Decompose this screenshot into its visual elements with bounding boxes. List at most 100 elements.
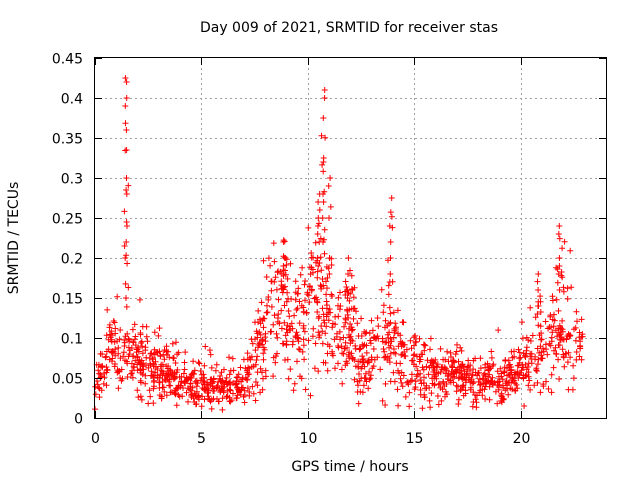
data-point <box>380 302 387 309</box>
data-point <box>420 380 427 386</box>
data-point <box>421 374 427 381</box>
data-point <box>230 367 237 374</box>
data-point <box>161 356 168 363</box>
data-point <box>131 336 138 343</box>
data-point <box>320 282 327 289</box>
data-point <box>265 255 272 262</box>
data-point <box>370 363 377 370</box>
data-point <box>268 328 275 335</box>
data-point <box>494 368 501 375</box>
data-point <box>171 373 178 380</box>
data-point <box>154 366 161 372</box>
data-point <box>264 309 271 316</box>
data-point <box>323 298 330 305</box>
data-point <box>535 271 542 277</box>
data-point <box>263 274 270 280</box>
data-point <box>241 399 248 406</box>
data-point <box>173 402 180 409</box>
data-point <box>338 366 345 373</box>
axis-ticks: 0 0.05 0.1 0.15 0.2 0.25 0.3 0.35 0.4 0.45 0 5 10 15 2… <box>52 52 606 447</box>
data-point <box>382 402 389 408</box>
data-point <box>288 320 295 327</box>
data-point <box>387 342 394 349</box>
data-point <box>537 309 544 315</box>
data-point <box>535 322 542 329</box>
data-point <box>367 337 374 344</box>
data-point <box>164 376 171 383</box>
data-point <box>374 354 381 361</box>
data-point <box>518 367 525 374</box>
data-point <box>501 368 508 375</box>
data-point <box>534 379 541 386</box>
data-point <box>289 325 296 332</box>
data-point <box>270 240 277 247</box>
data-point <box>190 395 197 402</box>
data-point <box>117 355 124 362</box>
data-point <box>534 311 541 317</box>
data-point <box>294 332 301 339</box>
data-point <box>321 188 328 195</box>
data-point <box>314 255 321 261</box>
data-point <box>344 287 351 294</box>
data-point <box>244 350 251 357</box>
data-point <box>516 371 523 378</box>
x-tick-label: 0 <box>91 431 100 447</box>
data-point <box>283 326 290 333</box>
data-point <box>190 358 197 365</box>
data-point <box>505 379 512 386</box>
data-point <box>111 339 118 345</box>
data-point <box>441 383 448 389</box>
data-point <box>115 344 122 351</box>
data-point <box>545 385 552 392</box>
data-point <box>99 351 106 358</box>
data-point <box>122 75 129 81</box>
data-point <box>349 355 356 362</box>
data-point <box>147 362 154 369</box>
data-point <box>320 359 327 366</box>
data-point <box>148 368 155 375</box>
data-point <box>410 352 417 359</box>
data-point <box>520 375 527 382</box>
data-point <box>413 373 420 380</box>
data-point <box>429 359 436 365</box>
data-point <box>115 385 122 392</box>
data-point <box>380 346 387 352</box>
data-point <box>382 339 389 346</box>
data-point <box>559 346 566 353</box>
data-point <box>323 291 330 298</box>
data-point <box>399 341 406 348</box>
data-point <box>378 286 385 293</box>
data-point <box>406 403 413 410</box>
data-point <box>323 278 329 285</box>
data-point <box>174 351 181 358</box>
data-point <box>555 356 562 363</box>
data-point <box>152 369 159 376</box>
data-point <box>306 284 313 290</box>
data-point <box>427 335 434 342</box>
data-point <box>454 366 461 373</box>
data-point <box>284 322 291 329</box>
data-point <box>136 356 143 363</box>
data-point <box>280 340 287 347</box>
data-point <box>521 403 528 409</box>
data-point <box>486 383 493 390</box>
data-point <box>307 271 314 278</box>
data-point <box>219 395 226 402</box>
data-point <box>496 373 502 380</box>
data-point <box>336 328 343 335</box>
y-tick-label: 0.45 <box>52 52 83 68</box>
data-point <box>337 336 343 343</box>
data-point <box>335 294 342 301</box>
data-point <box>421 347 428 354</box>
data-point <box>137 330 144 336</box>
data-point <box>192 401 199 408</box>
data-point <box>366 376 373 383</box>
data-point <box>472 355 479 362</box>
data-point <box>156 379 163 386</box>
data-point <box>202 343 209 350</box>
data-point <box>175 392 182 398</box>
y-tick-label: 0.15 <box>52 292 83 308</box>
data-point <box>136 348 142 355</box>
data-point <box>351 376 358 383</box>
data-point <box>374 315 381 321</box>
